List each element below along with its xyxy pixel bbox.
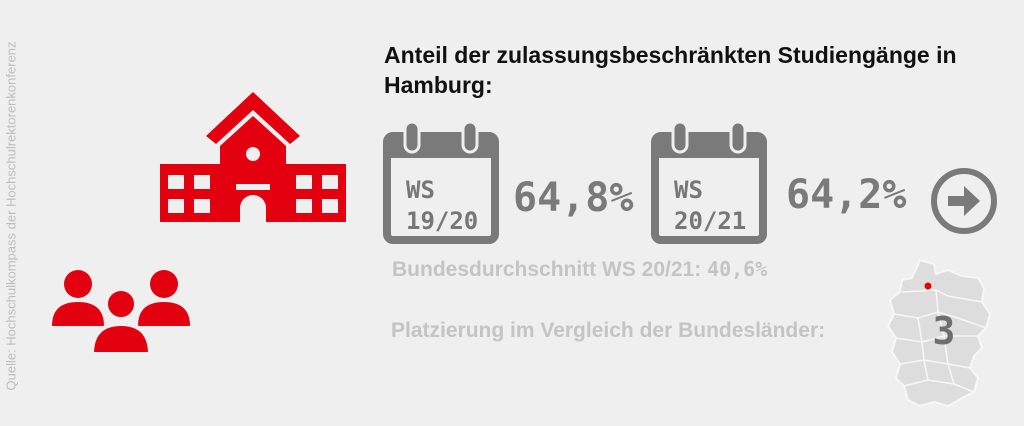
- calendar-years-label: 19/20: [406, 207, 479, 235]
- germany-map-icon: [886, 258, 992, 408]
- calendar-icon: [383, 120, 499, 244]
- federal-average: Bundesdurchschnitt WS 20/21: 40,6%: [392, 257, 767, 282]
- calendar-ws-label: WS: [406, 176, 435, 204]
- source-text: Quelle: Hochschulkompass der Hochschulre…: [3, 41, 19, 391]
- school-building-icon: [160, 92, 346, 222]
- share-value-2021: 64,2%: [786, 172, 907, 218]
- calendar-years-label: 20/21: [674, 207, 747, 235]
- ranking-label: Platzierung im Vergleich der Bundeslände…: [391, 319, 826, 342]
- federal-average-label: Bundesdurchschnitt WS 20/21:: [392, 258, 702, 281]
- source-note: Quelle: Hochschulkompass der Hochschulre…: [2, 26, 20, 406]
- arrow-right-icon[interactable]: [930, 167, 998, 235]
- calendar-ws-label: WS: [674, 176, 703, 204]
- share-value-1920: 64,8%: [513, 175, 634, 221]
- federal-average-value: 40,6%: [707, 257, 768, 281]
- calendar-icon: [651, 120, 767, 244]
- ranking-value: 3: [932, 309, 956, 353]
- headline: Anteil der zulassungsbeschränkten Studie…: [384, 42, 957, 98]
- people-group-icon: [52, 270, 190, 356]
